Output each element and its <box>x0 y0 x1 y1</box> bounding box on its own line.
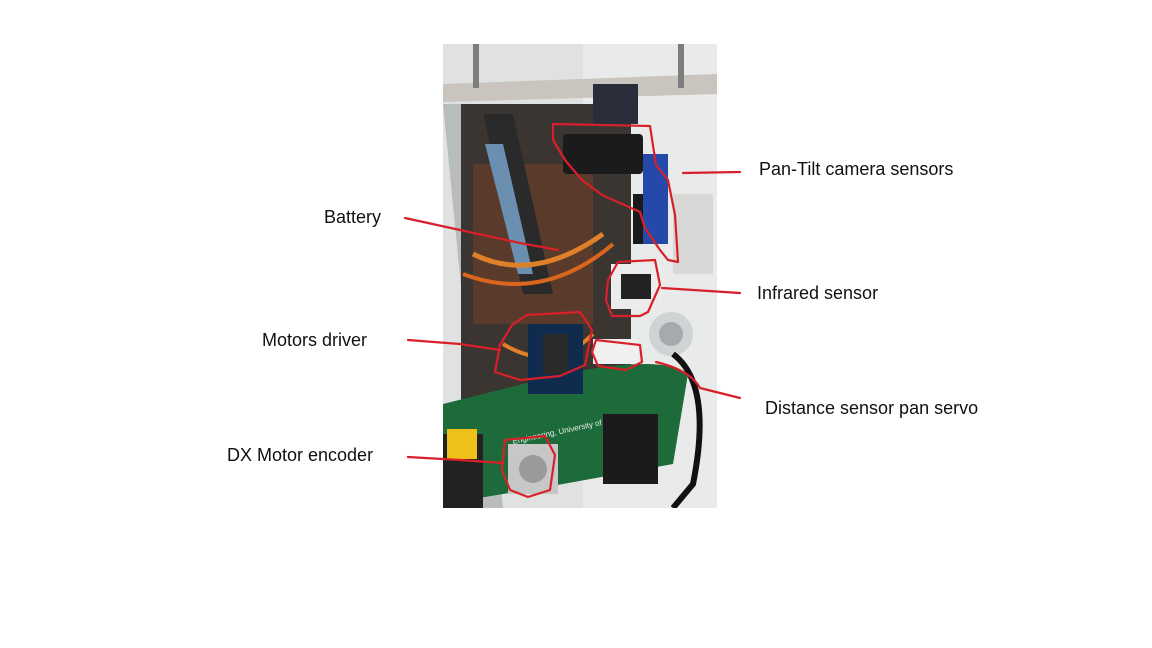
motors-driver-label: Motors driver <box>262 330 368 350</box>
pan-tilt-outline <box>551 122 680 264</box>
pan-tilt-label: Pan-Tilt camera sensors <box>759 159 954 179</box>
motors-driver-outline <box>493 310 594 382</box>
dx-motor-encoder-label: DX Motor encoder <box>227 445 374 465</box>
distance-servo-outline <box>590 338 644 372</box>
infrared-outline <box>604 258 662 318</box>
robot-photo: Engineering, University of Padova <box>443 44 717 508</box>
distance-servo-leader <box>654 360 742 400</box>
infrared-leader <box>660 286 742 295</box>
pan-tilt-leader <box>681 170 742 175</box>
encoder-leader <box>406 455 505 465</box>
distance-servo-label: Distance sensor pan servo <box>765 398 979 418</box>
encoder-outline <box>500 434 557 499</box>
battery-leader <box>403 216 560 252</box>
motors-driver-leader <box>406 338 502 352</box>
infrared-label: Infrared sensor <box>757 283 879 303</box>
battery-label: Battery <box>324 207 382 227</box>
